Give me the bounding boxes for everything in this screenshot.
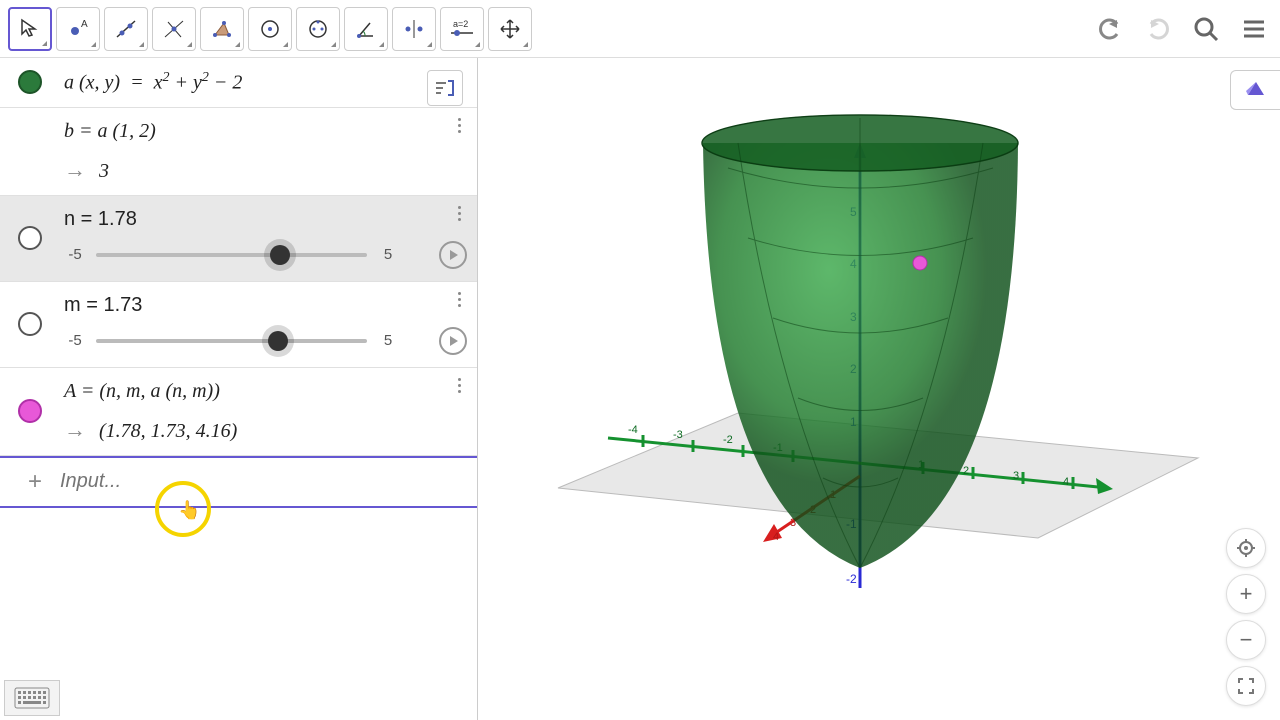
visibility-toggle[interactable] [18, 399, 42, 423]
toolbar-right [1092, 11, 1272, 47]
tool-move-view[interactable] [488, 7, 532, 51]
svg-text:3: 3 [1013, 470, 1019, 482]
scene-3d[interactable]: -2 -1 1 2 3 4 5 -4-3-2-1 1234 [478, 58, 1280, 720]
tool-slider[interactable]: a=2 [440, 7, 484, 51]
visibility-toggle[interactable] [18, 70, 42, 94]
cursor-icon: 👆 [178, 500, 200, 521]
kebab-icon[interactable] [449, 376, 469, 396]
input-row[interactable]: + [0, 456, 477, 508]
sort-icon[interactable] [427, 70, 463, 106]
slider-m-value: 1.73 [103, 294, 142, 316]
tool-polygon[interactable] [200, 7, 244, 51]
svg-text:-4: -4 [628, 424, 638, 436]
svg-text:A: A [81, 19, 88, 30]
kebab-icon[interactable] [449, 290, 469, 310]
slider-max: 5 [377, 332, 399, 349]
undo-icon[interactable] [1092, 11, 1128, 47]
recenter-button[interactable] [1226, 528, 1266, 568]
redo-icon[interactable] [1140, 11, 1176, 47]
result-point-a: (1.78, 1.73, 4.16) [99, 420, 237, 442]
tool-group: A a=2 [8, 7, 532, 51]
zoom-out-button[interactable]: − [1226, 620, 1266, 660]
svg-text:-2: -2 [723, 434, 733, 446]
slider-m-track[interactable] [96, 339, 367, 343]
keyboard-toggle[interactable] [4, 680, 60, 716]
kebab-icon[interactable] [449, 204, 469, 224]
add-icon[interactable]: + [10, 468, 60, 496]
zoom-in-button[interactable]: + [1226, 574, 1266, 614]
fullscreen-button[interactable] [1226, 666, 1266, 706]
algebra-view: a (x, y) = x2 + y2 − 2 b = a (1, 2) → 3 … [0, 58, 478, 720]
menu-icon[interactable] [1236, 11, 1272, 47]
kebab-icon[interactable] [449, 116, 469, 136]
slider-min: -5 [64, 332, 86, 349]
svg-text:-3: -3 [673, 429, 683, 441]
style-panel-toggle[interactable] [1230, 70, 1280, 110]
search-icon[interactable] [1188, 11, 1224, 47]
toolbar: A a=2 [0, 0, 1280, 58]
svg-text:4: 4 [1063, 476, 1069, 488]
svg-text:4: 4 [773, 531, 779, 543]
row-slider-m[interactable]: m = 1.73 -5 5 [0, 282, 477, 368]
tool-point[interactable]: A [56, 7, 100, 51]
tool-reflect[interactable] [392, 7, 436, 51]
tool-line[interactable] [104, 7, 148, 51]
point-a-marker[interactable] [913, 256, 927, 270]
slider-n-thumb[interactable] [270, 245, 290, 265]
slider-max: 5 [377, 246, 399, 263]
slider-m-thumb[interactable] [268, 331, 288, 351]
svg-text:-2: -2 [846, 572, 857, 586]
play-button[interactable] [439, 327, 467, 355]
graphics-3d-view[interactable]: -2 -1 1 2 3 4 5 -4-3-2-1 1234 [478, 58, 1280, 720]
row-point-a[interactable]: A = (n, m, a (n, m)) → (1.78, 1.73, 4.16… [0, 368, 477, 456]
slider-min: -5 [64, 246, 86, 263]
slider-n-value: 1.78 [98, 208, 137, 230]
row-slider-n[interactable]: n = 1.78 -5 5 [0, 196, 477, 282]
tool-move[interactable] [8, 7, 52, 51]
visibility-toggle[interactable] [18, 312, 42, 336]
expression-point-a: A = (n, m, a (n, m)) → (1.78, 1.73, 4.16… [60, 368, 477, 455]
row-function-a[interactable]: a (x, y) = x2 + y2 − 2 [0, 58, 477, 108]
visibility-toggle[interactable] [18, 226, 42, 250]
svg-text:2: 2 [963, 465, 969, 477]
tool-angle[interactable] [344, 7, 388, 51]
expression-a: a (x, y) = x2 + y2 − 2 [60, 58, 477, 107]
tool-circle-center[interactable] [248, 7, 292, 51]
input-field[interactable] [60, 470, 467, 493]
expression-b: b = a (1, 2) → 3 [60, 108, 477, 195]
slider-n-track[interactable] [96, 253, 367, 257]
tool-perpendicular[interactable] [152, 7, 196, 51]
view-controls: + − [1226, 528, 1266, 706]
result-b: 3 [99, 160, 109, 182]
svg-text:a=2: a=2 [453, 19, 468, 29]
tool-ellipse[interactable] [296, 7, 340, 51]
play-button[interactable] [439, 241, 467, 269]
row-b[interactable]: b = a (1, 2) → 3 [0, 108, 477, 196]
